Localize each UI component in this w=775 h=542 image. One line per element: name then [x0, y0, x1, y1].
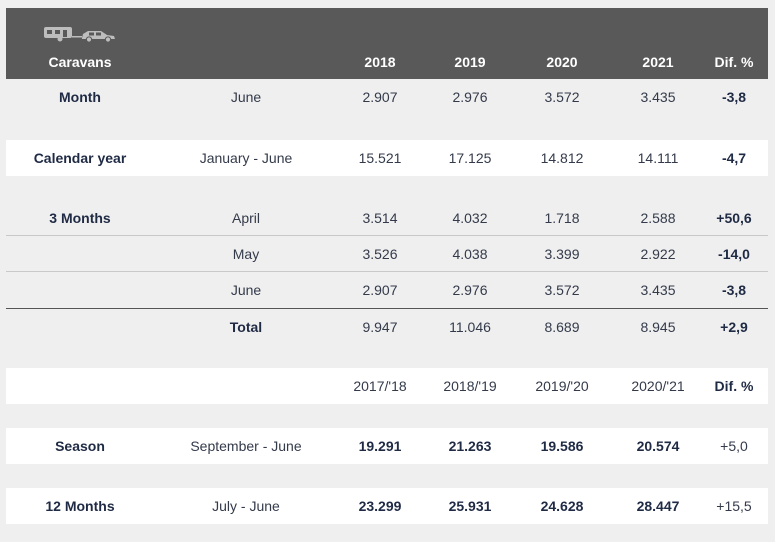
- may-value-2021: 2.922: [640, 246, 676, 262]
- season-value-4: 20.574: [636, 438, 680, 454]
- caravan-car-icon: [44, 27, 115, 43]
- total-label: Total: [229, 319, 263, 335]
- april-dif: +50,6: [716, 210, 752, 226]
- twelve-months-period: July - June: [212, 498, 280, 514]
- april-value-2018: 3.514: [362, 210, 398, 226]
- row-divider: [6, 235, 768, 236]
- header-caravans-label: Caravans: [48, 54, 112, 70]
- three-months-april-row: 3 Months April 3.514 4.032 1.718 2.588 +…: [6, 200, 768, 236]
- season-value-2: 21.263: [448, 438, 492, 454]
- month-value-2021: 3.435: [640, 89, 676, 105]
- calendar-value-2019: 17.125: [448, 150, 492, 166]
- header-year-3: 2020: [546, 54, 578, 70]
- table-header: Caravans 2018 2019 2020 2021 Dif. %: [6, 8, 768, 79]
- month-value-2018: 2.907: [362, 89, 398, 105]
- total-value-2019: 11.046: [449, 319, 491, 335]
- june-period: June: [230, 282, 262, 298]
- season-year-3: 2019/'20: [535, 378, 589, 394]
- season-label: Season: [55, 438, 105, 454]
- season-value-3: 19.586: [540, 438, 584, 454]
- month-value-2020: 3.572: [544, 89, 580, 105]
- season-period: September - June: [190, 438, 302, 454]
- twelve-months-label: 12 Months: [45, 498, 115, 514]
- calendar-year-label: Calendar year: [33, 150, 127, 166]
- season-year-2: 2018/'19: [443, 378, 497, 394]
- twelve-months-value-3: 24.628: [540, 498, 584, 514]
- total-dif: +2,9: [720, 319, 748, 335]
- may-period: May: [232, 246, 260, 262]
- season-header-dif: Dif. %: [714, 378, 754, 394]
- may-value-2020: 3.399: [544, 246, 580, 262]
- month-dif: -3,8: [721, 89, 747, 105]
- june-dif: -3,8: [721, 282, 747, 298]
- calendar-value-2018: 15.521: [358, 150, 402, 166]
- april-period: April: [231, 210, 260, 226]
- may-dif: -14,0: [718, 246, 750, 262]
- may-value-2019: 4.038: [452, 246, 488, 262]
- total-value-2018: 9.947: [362, 319, 398, 335]
- calendar-year-row: Calendar year January - June 15.521 17.1…: [6, 140, 768, 176]
- month-value-2019: 2.976: [452, 89, 488, 105]
- caravans-table: Caravans 2018 2019 2020 2021 Dif. % Mont…: [6, 8, 768, 524]
- header-year-2: 2019: [454, 54, 486, 70]
- header-dif: Dif. %: [714, 54, 754, 70]
- calendar-value-2020: 14.812: [540, 150, 584, 166]
- april-value-2019: 4.032: [452, 210, 488, 226]
- calendar-dif: -4,7: [721, 150, 747, 166]
- row-divider: [6, 271, 768, 272]
- header-year-4: 2021: [642, 54, 674, 70]
- may-value-2018: 3.526: [362, 246, 398, 262]
- month-label: Month: [59, 89, 101, 105]
- total-value-2020: 8.689: [544, 319, 580, 335]
- total-value-2021: 8.945: [640, 319, 676, 335]
- calendar-value-2021: 14.111: [637, 150, 679, 166]
- header-year-1: 2018: [364, 54, 396, 70]
- june-value-2019: 2.976: [452, 282, 488, 298]
- season-year-1: 2017/'18: [353, 378, 407, 394]
- three-months-label: 3 Months: [49, 210, 111, 226]
- three-months-june-row: June 2.907 2.976 3.572 3.435 -3,8: [6, 272, 768, 308]
- season-dif: +5,0: [720, 438, 748, 454]
- month-period: June: [230, 89, 262, 105]
- twelve-months-value-2: 25.931: [448, 498, 492, 514]
- season-row: Season September - June 19.291 21.263 19…: [6, 428, 768, 464]
- twelve-months-row: 12 Months July - June 23.299 25.931 24.6…: [6, 488, 768, 524]
- april-value-2021: 2.588: [640, 210, 676, 226]
- month-row: Month June 2.907 2.976 3.572 3.435 -3,8: [6, 79, 768, 115]
- calendar-year-period: January - June: [199, 150, 293, 166]
- three-months-total-row: Total 9.947 11.046 8.689 8.945 +2,9: [6, 309, 768, 345]
- season-header-row: 2017/'18 2018/'19 2019/'20 2020/'21 Dif.…: [6, 368, 768, 404]
- twelve-months-value-4: 28.447: [636, 498, 680, 514]
- season-value-1: 19.291: [358, 438, 402, 454]
- twelve-months-dif: +15,5: [716, 498, 752, 514]
- three-months-may-row: May 3.526 4.038 3.399 2.922 -14,0: [6, 236, 768, 272]
- june-value-2021: 3.435: [640, 282, 676, 298]
- june-value-2018: 2.907: [362, 282, 398, 298]
- twelve-months-value-1: 23.299: [358, 498, 402, 514]
- season-year-4: 2020/'21: [631, 378, 685, 394]
- june-value-2020: 3.572: [544, 282, 580, 298]
- total-divider: [6, 308, 768, 309]
- april-value-2020: 1.718: [544, 210, 580, 226]
